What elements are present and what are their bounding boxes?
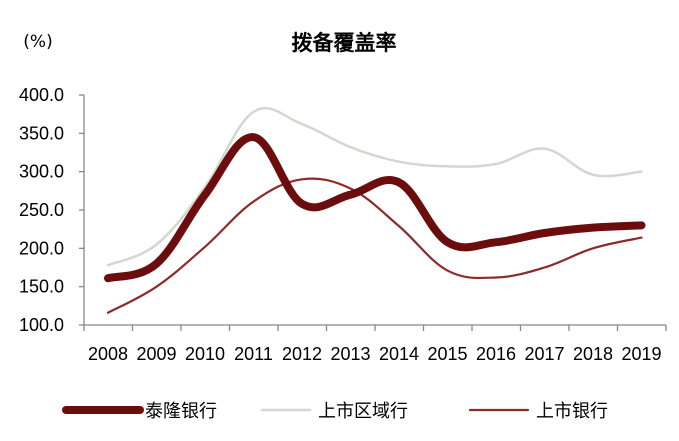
x-tick-label: 2016 [476,344,516,364]
x-tick-label: 2017 [524,344,564,364]
legend-label-1: 泰隆银行 [145,401,217,422]
x-tick-label: 2009 [136,344,176,364]
series-line-3 [106,177,643,314]
x-tick-label: 2011 [234,344,273,364]
x-tick-label: 2019 [621,344,661,364]
x-tick-label: 2014 [379,344,419,364]
x-tick-label: 2010 [185,344,225,364]
x-tick-label: 2015 [427,344,467,364]
y-tick-label: 400.0 [19,85,64,105]
legend: 泰隆银行 上市区域行 上市银行 [62,401,608,422]
x-tick-label: 2013 [330,344,370,364]
legend-label-3: 上市银行 [536,401,608,422]
y-tick-label: 100.0 [19,315,64,335]
plot-area: 400.0 350.0 300.0 250.0 200.0 150.0 100.0 2008 2… [19,85,667,364]
x-tick-label: 2012 [282,344,322,364]
legend-label-2: 上市区域行 [318,401,408,422]
y-tick-label: 250.0 [19,200,64,220]
y-axis-unit-label: (%) [23,32,52,52]
y-tick-label: 350.0 [19,123,64,143]
series-line-1 [104,133,646,283]
y-tick-label: 150.0 [19,277,64,297]
chart-title: 拨备覆盖率 [292,31,397,55]
y-tick-label: 200.0 [19,238,64,258]
x-tick-label: 2008 [88,344,128,364]
x-tick-label: 2018 [573,344,613,364]
y-tick-label: 300.0 [19,162,64,182]
series-line-2 [106,106,643,267]
